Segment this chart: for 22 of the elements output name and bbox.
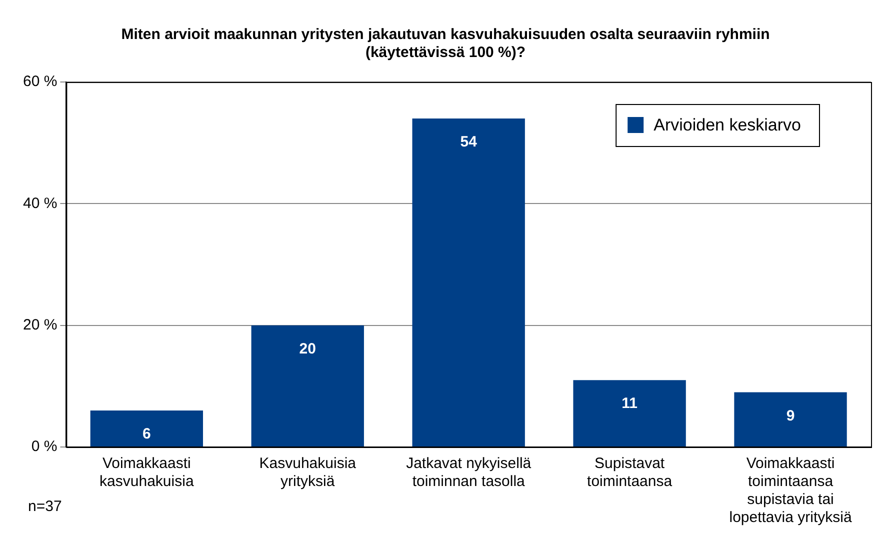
chart-title: Miten arvioit maakunnan yritysten jakautuvan kasvuhakuisuuden osalta seuraaviin ryhmiin (käytettävissä 100 %)? bbox=[121, 26, 770, 62]
data-label: 11 bbox=[622, 395, 638, 412]
bar bbox=[251, 325, 364, 446]
y-tick-label: 20 % bbox=[22, 316, 58, 334]
x-tick-label: Supistavat toimintaansa bbox=[587, 455, 673, 490]
y-tick-label: 40 % bbox=[22, 194, 58, 212]
bar bbox=[412, 118, 525, 446]
y-tick-label: 0 % bbox=[31, 438, 58, 456]
legend-label: Arvioiden keskiarvo bbox=[654, 116, 802, 135]
data-label: 54 bbox=[460, 134, 478, 151]
text: n=37 bbox=[28, 498, 62, 516]
bar bbox=[734, 392, 847, 446]
x-tick-label: Jatkavat nykyisellä toiminnan tasolla bbox=[406, 455, 532, 490]
bar bbox=[573, 380, 686, 446]
x-tick-label: Kasvuhakuisia yrityksiä bbox=[259, 455, 357, 490]
y-tick-label: 60 % bbox=[22, 73, 58, 90]
data-label: 6 bbox=[142, 426, 151, 443]
data-label: 20 bbox=[299, 340, 316, 358]
x-tick-label: Voimakkaasti toimintaansa supistavia tai lopettavia yrityksiä bbox=[729, 455, 852, 526]
x-tick-label: Voimakkaasti kasvuhakuisia bbox=[100, 455, 194, 490]
data-label: 9 bbox=[786, 407, 795, 424]
bar bbox=[90, 410, 204, 446]
